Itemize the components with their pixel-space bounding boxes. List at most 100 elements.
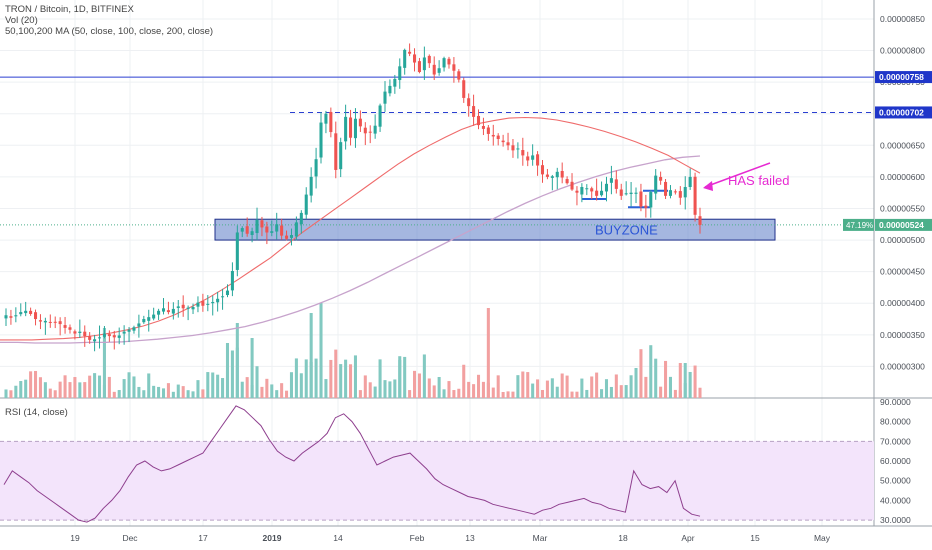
- candle-body: [388, 85, 392, 94]
- candle-body: [344, 116, 348, 142]
- candle-body: [437, 68, 441, 73]
- volume-bar: [565, 375, 569, 398]
- candle-body: [481, 126, 485, 129]
- time-tick-label: Apr: [681, 533, 694, 543]
- candle-body: [29, 310, 33, 314]
- candle-body: [152, 314, 156, 319]
- volume-bar: [678, 363, 682, 398]
- candle-body: [363, 127, 367, 134]
- candle-body: [181, 304, 185, 309]
- volume-bar: [68, 382, 72, 398]
- grid: [0, 0, 932, 527]
- candle-body: [427, 55, 431, 64]
- volume-bar: [299, 373, 303, 398]
- candle-body: [668, 190, 672, 196]
- candle-body: [496, 135, 500, 139]
- candle-body: [476, 115, 481, 126]
- volume-bar: [516, 375, 520, 398]
- candle-body: [201, 301, 205, 306]
- buyzone-rect: [214, 218, 776, 241]
- candle-body: [255, 219, 259, 234]
- current-price-tag-bg: [875, 218, 932, 231]
- volume-bar: [447, 381, 451, 398]
- candle-body: [570, 181, 574, 190]
- candle-body: [157, 310, 161, 315]
- volume-bar: [137, 386, 141, 398]
- time-tick-label: 14: [333, 533, 343, 543]
- candle-body: [102, 333, 106, 337]
- symbol-legend[interactable]: TRON / Bitcoin, 1D, BITFINEX: [5, 4, 134, 15]
- volume-bar: [235, 323, 239, 398]
- volume-bar: [496, 375, 500, 398]
- candle-body: [457, 71, 461, 80]
- candle-body: [467, 98, 471, 107]
- candle-body: [309, 176, 313, 196]
- candle-body: [398, 66, 402, 81]
- volume-bar: [476, 374, 481, 398]
- candle-body: [447, 58, 451, 65]
- volume-bar: [398, 360, 402, 398]
- volume-bar: [570, 391, 574, 398]
- level-tag-702: 0.00000702: [879, 107, 924, 117]
- volume-bar: [344, 359, 348, 398]
- volume-bar: [580, 378, 584, 398]
- volume-bar: [122, 379, 126, 398]
- candle-body: [127, 329, 131, 332]
- price-tick-label: 0.00000400: [880, 298, 925, 308]
- candle-body: [19, 312, 23, 315]
- volume-bar: [432, 385, 436, 398]
- candle-body: [117, 335, 121, 338]
- ma50-line: [0, 116, 701, 341]
- candle-body: [221, 296, 225, 298]
- time-tick-label: Feb: [410, 533, 425, 543]
- candle-body: [43, 320, 47, 323]
- time-tick-label: 17: [198, 533, 208, 543]
- price-tick-label: 0.00000500: [880, 235, 925, 245]
- candle-body: [644, 205, 648, 208]
- volume-bar: [166, 383, 170, 398]
- has-failed-label: HAS failed: [728, 173, 789, 188]
- volume-bar: [595, 372, 599, 398]
- volume-bar: [604, 379, 609, 398]
- change-tag-bg: [843, 218, 874, 231]
- volume-bar: [240, 381, 244, 398]
- time-tick-label: 13: [465, 533, 475, 543]
- candle-body: [678, 191, 682, 198]
- volume-bar: [112, 391, 116, 398]
- volume-bar: [186, 390, 190, 398]
- current-price-tag: 0.00000524: [879, 220, 924, 230]
- ma-legend[interactable]: 50,100,200 MA (50, close, 100, close, 20…: [5, 26, 214, 37]
- volume-bar: [319, 303, 323, 398]
- candle-body: [600, 190, 604, 196]
- candle-body: [604, 183, 609, 192]
- volume-bar: [4, 389, 8, 398]
- volume-bar: [294, 358, 298, 398]
- rsi-tick-label: 70.0000: [880, 436, 911, 446]
- volume-bar: [368, 382, 372, 398]
- volume-bar: [97, 375, 102, 398]
- time-tick-label: 18: [618, 533, 628, 543]
- volume-bar: [629, 375, 633, 398]
- volume-bar: [191, 391, 195, 398]
- volume-bar: [634, 368, 638, 398]
- volume-bar: [324, 379, 328, 398]
- candle-body: [186, 307, 190, 309]
- volume-legend[interactable]: Vol (20): [5, 15, 38, 26]
- candle-body: [191, 307, 195, 310]
- time-tick-label: 19: [70, 533, 80, 543]
- volume-bar: [457, 388, 461, 398]
- volume-bar: [157, 386, 161, 398]
- candle-body: [88, 336, 92, 340]
- moving-averages: [0, 116, 701, 344]
- candle-body: [53, 321, 57, 323]
- volume-bar: [275, 390, 279, 398]
- volume-bar: [585, 389, 589, 398]
- price-tick-label: 0.00000350: [880, 330, 925, 340]
- volume-bar: [540, 389, 545, 398]
- candle-body: [265, 226, 269, 233]
- candle-body: [698, 216, 702, 225]
- candle-body: [545, 174, 549, 177]
- candle-body: [161, 308, 166, 312]
- rsi-legend[interactable]: RSI (14, close): [5, 407, 68, 418]
